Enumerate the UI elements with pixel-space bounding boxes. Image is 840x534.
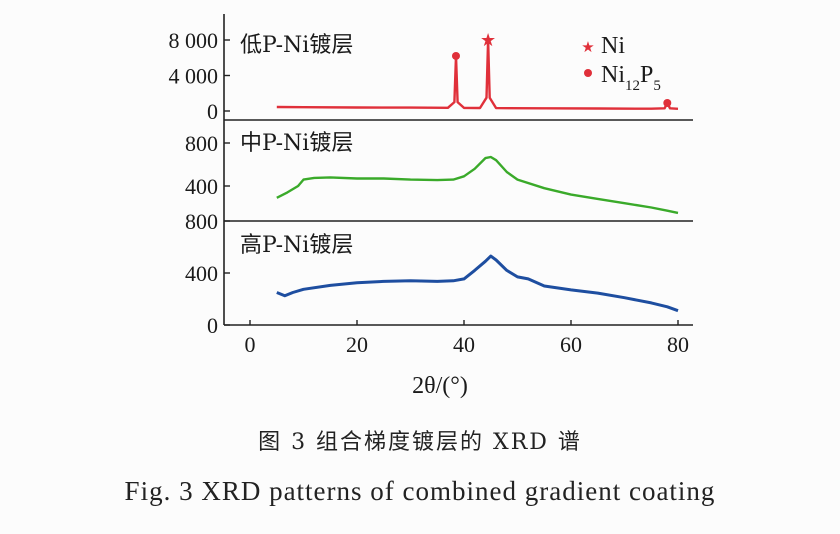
y-tick-label: 4 000 [169,64,219,89]
panel-title: 高P-Ni镀层 [240,233,353,258]
y-tick-label: 0 [207,313,218,338]
axes [223,14,693,326]
figure-caption-english: Fig. 3 XRD patterns of combined gradient… [124,476,716,506]
x-tick-label: 40 [453,332,475,357]
legend-text-part: P [640,62,653,88]
legend-subscript: 12 [625,78,640,94]
curve-2 [276,155,679,215]
y-tick-label: 8 000 [169,28,219,53]
curve-1 [276,38,679,110]
y-tick-label: 400 [185,174,218,199]
panel-title: 中P-Ni镀层 [240,131,353,156]
legend-label-ni: Ni [601,33,625,59]
star-legend-icon: ★ [581,38,594,56]
figure-caption-chinese: 图 3 组合梯度镀层的 XRD 谱 [258,430,582,455]
y-tick-label: 400 [185,261,218,286]
y-tick-label: 800 [185,209,218,234]
series: ★ [276,30,679,313]
y-tick-label: 800 [185,131,218,156]
x-tick-label: 0 [245,332,256,357]
legend-subscript: 5 [653,78,661,94]
x-tick-label: 80 [667,332,689,357]
y-tick-label: 0 [207,99,218,124]
x-tick-label: 60 [560,332,582,357]
legend-text-part: Ni [601,62,625,88]
star-marker-icon: ★ [480,30,496,51]
curve-3 [276,254,679,313]
x-tick-label: 20 [346,332,368,357]
x-axis-label: 2θ/(°) [412,373,468,399]
circle-legend-icon [584,69,592,77]
panel-title: 低P-Ni镀层 [240,33,353,58]
circle-marker-icon [451,51,460,60]
circle-marker-icon [663,99,672,108]
legend-label-ni12p5: Ni12P5 [601,62,661,94]
